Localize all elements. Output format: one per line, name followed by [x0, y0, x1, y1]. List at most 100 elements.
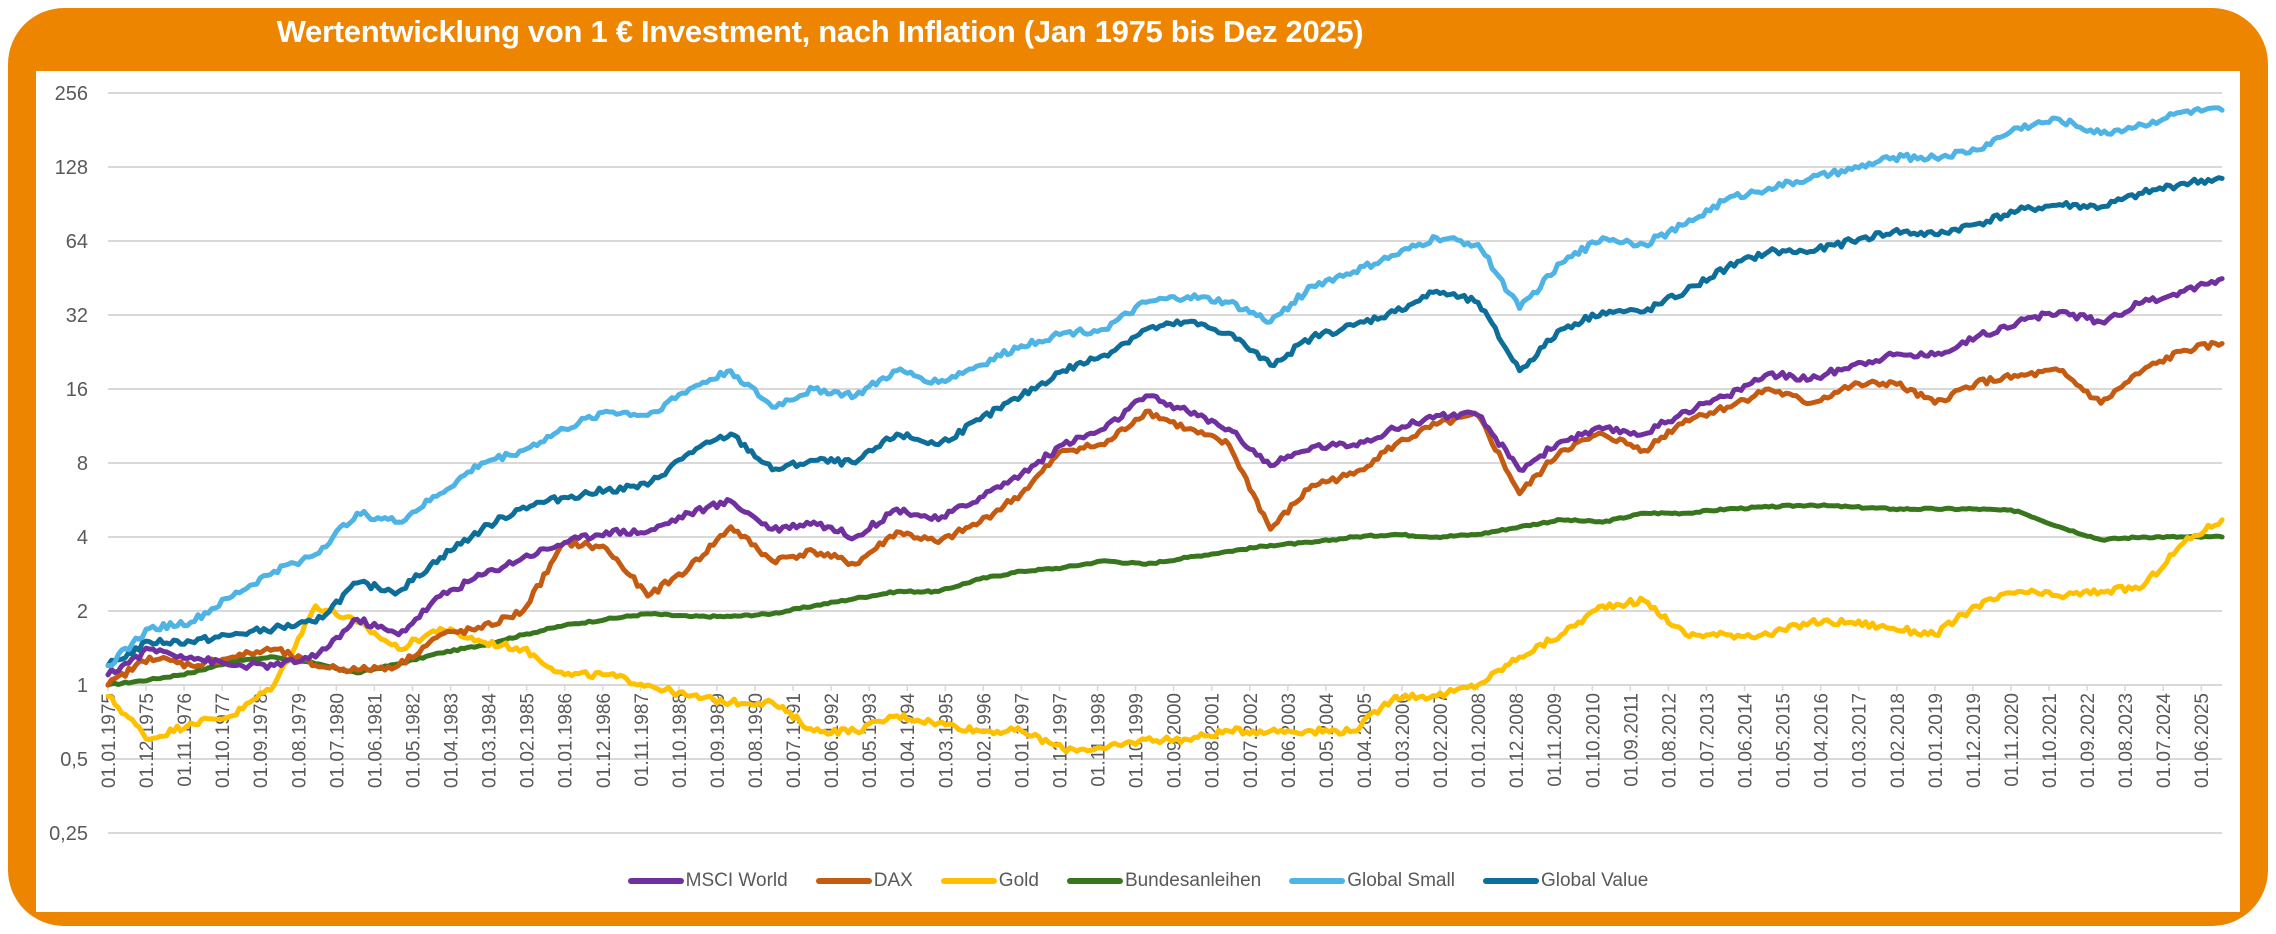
x-tick-label: 01.07.2024: [2154, 693, 2175, 789]
data-point: [1310, 729, 1315, 734]
legend-label: Global Small: [1347, 870, 1455, 891]
data-point: [1974, 222, 1979, 227]
data-point: [977, 520, 982, 525]
data-point: [2098, 401, 2103, 406]
data-point: [1185, 409, 1190, 414]
data-point: [687, 565, 692, 570]
data-point: [1849, 239, 1854, 244]
x-tick-label: 01.05.2004: [1317, 693, 1338, 789]
data-point: [2098, 205, 2103, 210]
data-point: [2140, 191, 2145, 196]
data-point: [1766, 371, 1771, 376]
data-point: [1102, 427, 1107, 432]
data-point: [1434, 694, 1439, 699]
x-tick-label: 01.06.2003: [1279, 693, 1300, 788]
data-point: [853, 596, 858, 601]
data-point: [521, 632, 526, 637]
x-tick-label: 01.09.1989: [708, 693, 729, 788]
data-point: [147, 677, 152, 682]
data-point: [147, 639, 152, 644]
series-line: [105, 276, 2225, 678]
data-point: [355, 668, 360, 673]
data-point: [645, 483, 650, 488]
data-point: [2057, 368, 2062, 373]
data-point: [936, 540, 941, 545]
legend-item: DAX: [815, 870, 913, 892]
data-point: [1393, 253, 1398, 258]
data-point: [1974, 335, 1979, 340]
data-point: [1227, 427, 1232, 432]
data-point: [1766, 505, 1771, 510]
x-tick-label: 01.12.1986: [594, 693, 615, 788]
data-point: [147, 737, 152, 742]
data-point: [853, 729, 858, 734]
y-tick-label: 64: [66, 231, 88, 253]
data-point: [604, 672, 609, 677]
data-point: [604, 546, 609, 551]
data-point: [2140, 585, 2145, 590]
data-point: [438, 626, 443, 631]
y-tick-label: 4: [77, 527, 88, 549]
data-point: [355, 511, 360, 516]
data-point: [977, 417, 982, 422]
data-point: [977, 363, 982, 368]
data-point: [1517, 524, 1522, 529]
x-tick-label: 01.02.2007: [1431, 693, 1452, 788]
data-point: [230, 655, 235, 660]
legend: MSCI World DAX Gold Bundesanleihen Global Sm…: [0, 868, 2276, 892]
x-tick-label: 01.04.2005: [1355, 693, 1376, 788]
x-tick-label: 01.07.2013: [1697, 693, 1718, 788]
data-point: [1185, 427, 1190, 432]
data-point: [438, 594, 443, 599]
legend-swatch: [1482, 878, 1539, 884]
x-tick-label: 01.01.1986: [556, 693, 577, 788]
data-point: [1102, 558, 1107, 563]
data-point: [811, 520, 816, 525]
data-point: [189, 670, 194, 675]
data-point: [1060, 746, 1065, 751]
data-point: [604, 488, 609, 493]
data-point: [811, 603, 816, 608]
data-point: [272, 569, 277, 574]
data-point: [811, 387, 816, 392]
x-tick-label: 01.08.2023: [2116, 693, 2137, 788]
data-point: [2181, 181, 2186, 186]
data-point: [604, 617, 609, 622]
data-point: [728, 700, 733, 705]
data-point: [1476, 683, 1481, 688]
gridlines: [108, 92, 2222, 834]
data-point: [1642, 598, 1647, 603]
data-point: [1725, 507, 1730, 512]
data-point: [1019, 569, 1024, 574]
data-point: [894, 432, 899, 437]
y-tick-label: 256: [55, 83, 88, 105]
x-tick-label: 01.06.1992: [822, 693, 843, 788]
data-point: [438, 555, 443, 560]
data-point: [521, 555, 526, 560]
data-point: [2140, 300, 2145, 305]
legend-label: Bundesanleihen: [1124, 870, 1262, 891]
data-point: [811, 458, 816, 463]
data-point: [272, 655, 277, 660]
data-point: [1642, 511, 1647, 516]
x-tick-label: 01.11.1998: [1089, 693, 1110, 787]
data-point: [230, 632, 235, 637]
data-point: [189, 721, 194, 726]
data-point: [1600, 432, 1605, 437]
data-point: [2098, 131, 2103, 136]
data-point: [521, 609, 526, 614]
legend-item: Bundesanleihen: [1066, 870, 1262, 892]
data-point: [1434, 422, 1439, 427]
series-gold: [105, 517, 2225, 755]
data-point: [687, 694, 692, 699]
data-point: [1808, 176, 1813, 181]
y-tick-label: 0,25: [49, 823, 88, 845]
data-point: [562, 623, 567, 628]
data-point: [1932, 353, 1937, 358]
data-point: [272, 647, 277, 652]
x-tick-label: 01.03.2006: [1393, 693, 1414, 788]
data-point: [1725, 265, 1730, 270]
x-tick-label: 01.01.1975: [99, 693, 120, 788]
data-point: [1974, 380, 1979, 385]
